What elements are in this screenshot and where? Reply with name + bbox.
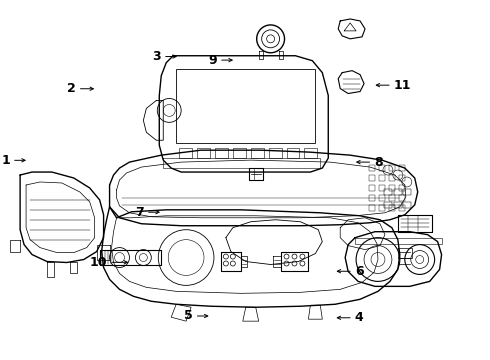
Bar <box>287 148 299 158</box>
Bar <box>389 175 395 181</box>
Text: 2: 2 <box>67 82 76 95</box>
Bar <box>369 165 375 171</box>
Bar <box>197 148 210 158</box>
Polygon shape <box>344 23 356 31</box>
Bar <box>403 189 411 195</box>
Text: 4: 4 <box>355 311 364 324</box>
Bar <box>176 69 316 143</box>
Bar <box>369 205 375 211</box>
Bar <box>379 175 385 181</box>
Bar <box>233 148 246 158</box>
Text: 6: 6 <box>355 265 364 278</box>
Bar <box>215 148 228 158</box>
Bar <box>394 202 402 208</box>
Text: 9: 9 <box>208 54 217 67</box>
Bar <box>379 195 385 201</box>
Bar <box>384 202 392 208</box>
Bar <box>399 205 405 211</box>
Text: 10: 10 <box>90 256 107 269</box>
Bar <box>389 185 395 191</box>
Bar <box>251 148 264 158</box>
Bar <box>179 148 192 158</box>
Text: 1: 1 <box>1 154 10 167</box>
Bar <box>389 205 395 211</box>
Bar <box>399 165 405 171</box>
Bar <box>269 148 282 158</box>
Bar <box>369 185 375 191</box>
Bar <box>394 189 402 195</box>
Text: 8: 8 <box>374 156 383 168</box>
Bar <box>389 195 395 201</box>
Bar <box>403 202 411 208</box>
Bar <box>304 148 318 158</box>
Bar <box>369 175 375 181</box>
Bar <box>399 195 405 201</box>
Text: 11: 11 <box>394 79 412 92</box>
Bar <box>379 205 385 211</box>
Bar <box>399 175 405 181</box>
Bar <box>369 195 375 201</box>
Text: 7: 7 <box>135 206 144 219</box>
Bar <box>379 165 385 171</box>
Text: 5: 5 <box>184 310 193 323</box>
Bar <box>384 189 392 195</box>
Bar <box>389 165 395 171</box>
Bar <box>379 185 385 191</box>
Text: 3: 3 <box>152 50 161 63</box>
Bar <box>399 185 405 191</box>
